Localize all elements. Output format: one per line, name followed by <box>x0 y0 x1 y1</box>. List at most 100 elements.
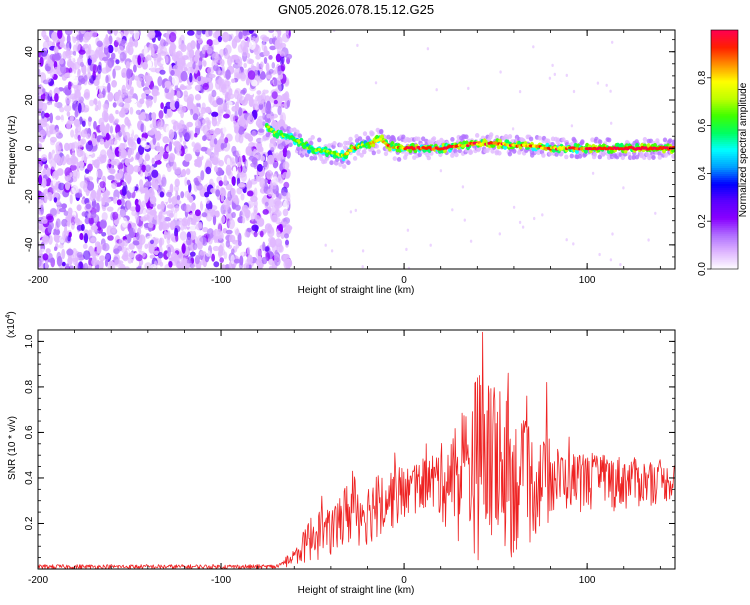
spectrogram-noise-cell <box>253 263 258 269</box>
spectrogram-noise-cell <box>61 203 67 209</box>
spectrogram-trace-halo <box>503 134 509 139</box>
spectrogram-noise-cell <box>91 30 98 38</box>
spectrogram-noise-cell <box>80 30 86 35</box>
spectrogram-noise-cell <box>260 34 268 41</box>
spectrogram-noise-cell <box>115 59 120 65</box>
spectrogram-noise-cell <box>162 41 169 47</box>
spectrogram-noise-cell <box>102 154 107 160</box>
spectrogram-noise-cell <box>41 30 47 38</box>
spectrogram-noise-cell <box>330 249 334 253</box>
spectrogram-noise-cell <box>124 172 129 181</box>
spectrogram-noise-cell <box>93 120 97 130</box>
colorbar-cell <box>711 51 738 55</box>
spectrogram-noise-cell <box>140 216 148 222</box>
spectrogram-noise-cell <box>242 87 247 94</box>
spectrogram-noise-cell <box>654 211 657 215</box>
spectrogram-noise-cell <box>136 100 143 108</box>
snr-ylabel: SNR (10 * v/v) <box>7 416 18 480</box>
figure-title: GN05.2026.078.15.12.G25 <box>278 2 434 17</box>
spectrogram-noise-cell <box>107 235 114 241</box>
spectrogram-noise-cell <box>77 68 81 75</box>
colorbar-tick-label: 0.4 <box>697 166 708 180</box>
colorbar-cell <box>711 155 738 159</box>
spectrogram-noise-cell <box>174 167 181 175</box>
colorbar-cell <box>711 137 738 141</box>
spectrogram-noise-cell <box>610 121 613 125</box>
spectrogram-noise-cell <box>277 105 282 116</box>
spectrogram-noise-cell <box>521 225 525 229</box>
spectrogram-noise-cell <box>451 208 454 212</box>
spectrogram-noise-cell <box>159 65 164 71</box>
snr-multiplier: (x104) <box>5 311 17 338</box>
spectrogram-noise-cell <box>69 172 73 177</box>
spectrogram-noise-cell <box>124 266 130 269</box>
spectrogram-noise-cell <box>225 183 233 191</box>
spectrogram-noise-cell <box>165 32 170 41</box>
spectrogram-noise-cell <box>282 208 289 217</box>
spectrogram-noise-cell <box>284 91 290 102</box>
colorbar-cell <box>711 93 738 97</box>
spectrogram-noise-cell <box>208 93 213 103</box>
spectrogram-noise-cell <box>234 101 240 112</box>
spectrogram-noise-cell <box>92 53 97 63</box>
colorbar-cell <box>711 101 738 105</box>
spectrogram-noise-cell <box>237 118 244 125</box>
spectrogram-noise-cell <box>263 57 268 64</box>
spectrogram-noise-cell <box>159 69 166 75</box>
spectrogram-noise-cell <box>111 138 118 146</box>
spectrogram-noise-cell <box>241 216 246 224</box>
spectrogram-noise-cell <box>99 255 106 262</box>
spectrogram-noise-cell <box>129 106 134 115</box>
spectrogram-noise-cell <box>188 195 194 203</box>
spectrogram-trace-halo <box>642 137 648 142</box>
spectrogram-noise-cell <box>264 201 269 207</box>
spectrogram-trace-halo <box>671 153 675 159</box>
spectrogram-noise-cell <box>349 210 353 214</box>
spectrogram-noise-cell <box>76 204 82 211</box>
spectrogram-noise-cell <box>42 88 46 93</box>
spectrogram-trace-halo <box>281 141 286 147</box>
colorbar-cell <box>711 209 738 212</box>
spectrogram-noise-cell <box>107 44 114 54</box>
spectrogram-noise-cell <box>256 61 260 71</box>
colorbar-cell <box>711 129 738 133</box>
spectrogram-noise-cell <box>67 235 71 242</box>
spectrogram-noise-cell <box>197 235 204 246</box>
spectrogram-noise-cell <box>250 212 255 222</box>
spectrogram-noise-cell <box>64 88 72 96</box>
spectrogram-noise-cell <box>134 198 139 206</box>
spectrogram-noise-cell <box>266 154 275 165</box>
spectrogram-noise-cell <box>79 232 84 241</box>
spectrogram-noise-cell <box>246 246 251 255</box>
spectrogram-noise-cell <box>268 55 273 60</box>
spectrogram-noise-cell <box>91 133 96 140</box>
snr-multiplier-exp: 4 <box>5 315 12 319</box>
spectrogram-noise-cell <box>234 110 238 120</box>
spectrogram-noise-cell <box>282 171 290 179</box>
spectrogram-noise-cell <box>96 40 103 48</box>
spectrogram-noise-cell <box>111 228 116 234</box>
spectrogram-noise-cell <box>273 77 278 87</box>
spectrogram-noise-cell <box>281 32 290 43</box>
spectrogram-noise-cell <box>276 230 281 238</box>
spectrogram-noise-cell <box>38 68 41 76</box>
spectrogram-noise-cell <box>120 38 126 45</box>
spectrogram-noise-cell <box>596 81 600 85</box>
spectrogram-noise-cell <box>174 101 180 109</box>
spectrogram-trace-halo <box>392 156 397 162</box>
spectrogram-noise-cell <box>285 53 293 60</box>
spectrogram-noise-cell <box>38 249 43 257</box>
spectrogram-trace-halo <box>668 138 673 144</box>
spectrogram-noise-cell <box>224 137 229 144</box>
spectrogram-noise-cell <box>361 265 364 269</box>
spectrogram-noise-cell <box>116 91 123 98</box>
spectrogram-noise-cell <box>107 263 111 269</box>
spectrogram-noise-cell <box>280 231 285 240</box>
spectrogram-trace-halo <box>396 157 402 162</box>
spectrogram-noise-cell <box>88 116 93 122</box>
spectrogram-noise-cell <box>228 218 236 230</box>
spectrogram-noise-cell <box>266 169 273 180</box>
colorbar-frame <box>710 29 739 270</box>
spectrogram-noise-cell <box>192 61 196 70</box>
spectrogram-noise-cell <box>374 81 378 85</box>
